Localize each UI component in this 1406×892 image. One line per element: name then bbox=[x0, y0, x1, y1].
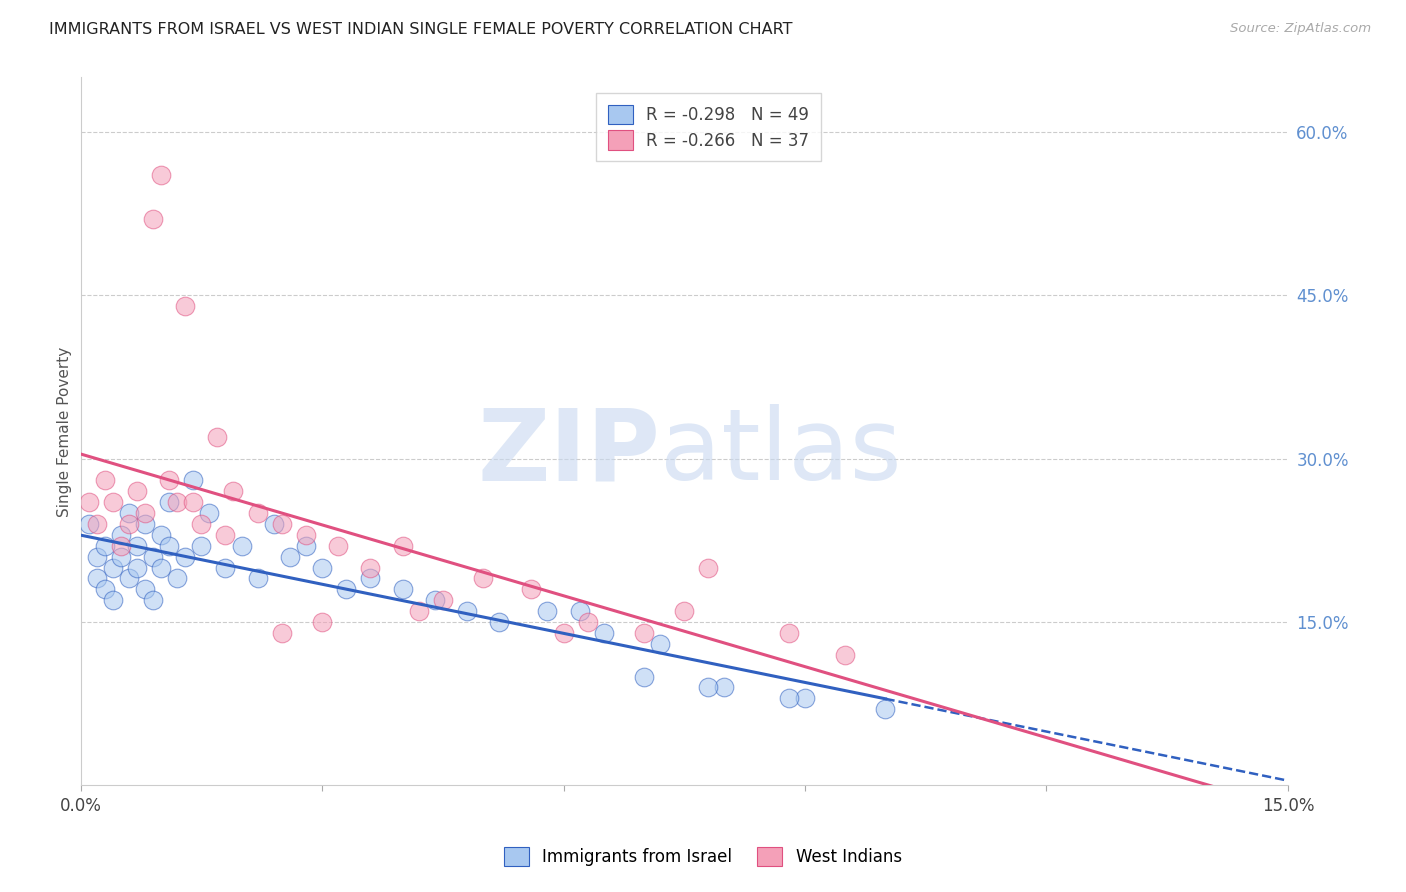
Point bbox=[246, 506, 269, 520]
Point bbox=[150, 560, 173, 574]
Point bbox=[246, 572, 269, 586]
Point bbox=[408, 604, 430, 618]
Point bbox=[697, 560, 720, 574]
Point bbox=[633, 669, 655, 683]
Point bbox=[648, 637, 671, 651]
Point bbox=[86, 549, 108, 564]
Point bbox=[222, 484, 245, 499]
Point bbox=[190, 539, 212, 553]
Point bbox=[520, 582, 543, 597]
Point bbox=[423, 593, 446, 607]
Point bbox=[536, 604, 558, 618]
Point bbox=[456, 604, 478, 618]
Point bbox=[101, 495, 124, 509]
Legend: R = -0.298   N = 49, R = -0.266   N = 37: R = -0.298 N = 49, R = -0.266 N = 37 bbox=[596, 93, 821, 161]
Point bbox=[125, 484, 148, 499]
Point bbox=[713, 681, 735, 695]
Point bbox=[633, 626, 655, 640]
Point bbox=[101, 560, 124, 574]
Y-axis label: Single Female Poverty: Single Female Poverty bbox=[58, 346, 72, 516]
Point bbox=[568, 604, 591, 618]
Point bbox=[576, 615, 599, 629]
Point bbox=[295, 539, 318, 553]
Point bbox=[295, 528, 318, 542]
Point bbox=[174, 549, 197, 564]
Point bbox=[214, 560, 236, 574]
Point bbox=[118, 572, 141, 586]
Point bbox=[778, 691, 800, 706]
Point bbox=[93, 474, 115, 488]
Point bbox=[181, 474, 204, 488]
Point bbox=[214, 528, 236, 542]
Point bbox=[134, 506, 156, 520]
Point bbox=[488, 615, 510, 629]
Point bbox=[110, 539, 132, 553]
Point bbox=[93, 582, 115, 597]
Point bbox=[270, 626, 292, 640]
Point bbox=[142, 593, 165, 607]
Point bbox=[110, 549, 132, 564]
Text: atlas: atlas bbox=[659, 404, 901, 501]
Point bbox=[181, 495, 204, 509]
Point bbox=[875, 702, 897, 716]
Point bbox=[231, 539, 253, 553]
Point bbox=[278, 549, 301, 564]
Point bbox=[166, 495, 188, 509]
Point bbox=[93, 539, 115, 553]
Point bbox=[150, 528, 173, 542]
Point bbox=[118, 516, 141, 531]
Point bbox=[778, 626, 800, 640]
Text: ZIP: ZIP bbox=[477, 404, 659, 501]
Point bbox=[335, 582, 357, 597]
Point bbox=[391, 539, 413, 553]
Point bbox=[134, 582, 156, 597]
Point bbox=[118, 506, 141, 520]
Point bbox=[270, 516, 292, 531]
Point bbox=[125, 560, 148, 574]
Point bbox=[125, 539, 148, 553]
Point bbox=[794, 691, 817, 706]
Point bbox=[157, 474, 180, 488]
Point bbox=[311, 560, 333, 574]
Point bbox=[134, 516, 156, 531]
Point bbox=[432, 593, 454, 607]
Point bbox=[359, 572, 381, 586]
Point bbox=[157, 539, 180, 553]
Point bbox=[391, 582, 413, 597]
Point bbox=[207, 430, 229, 444]
Point bbox=[166, 572, 188, 586]
Point bbox=[101, 593, 124, 607]
Point bbox=[150, 169, 173, 183]
Point bbox=[311, 615, 333, 629]
Point bbox=[472, 572, 495, 586]
Point bbox=[834, 648, 856, 662]
Point bbox=[190, 516, 212, 531]
Text: Source: ZipAtlas.com: Source: ZipAtlas.com bbox=[1230, 22, 1371, 36]
Legend: Immigrants from Israel, West Indians: Immigrants from Israel, West Indians bbox=[498, 840, 908, 873]
Point bbox=[77, 516, 100, 531]
Point bbox=[359, 560, 381, 574]
Point bbox=[142, 212, 165, 227]
Point bbox=[157, 495, 180, 509]
Text: IMMIGRANTS FROM ISRAEL VS WEST INDIAN SINGLE FEMALE POVERTY CORRELATION CHART: IMMIGRANTS FROM ISRAEL VS WEST INDIAN SI… bbox=[49, 22, 793, 37]
Point bbox=[263, 516, 285, 531]
Point bbox=[697, 681, 720, 695]
Point bbox=[174, 299, 197, 313]
Point bbox=[77, 495, 100, 509]
Point bbox=[142, 549, 165, 564]
Point bbox=[86, 572, 108, 586]
Point bbox=[110, 528, 132, 542]
Point bbox=[553, 626, 575, 640]
Point bbox=[592, 626, 614, 640]
Point bbox=[326, 539, 349, 553]
Point bbox=[86, 516, 108, 531]
Point bbox=[198, 506, 221, 520]
Point bbox=[673, 604, 696, 618]
